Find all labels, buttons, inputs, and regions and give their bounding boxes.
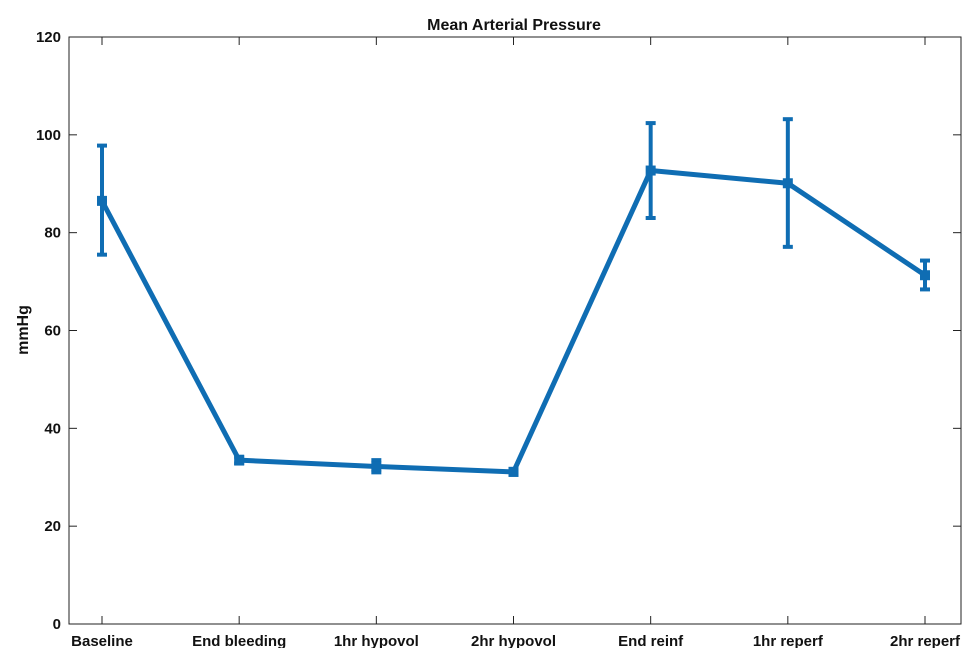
x-tick-label: End bleeding — [192, 633, 286, 648]
x-tick-label: 1hr reperf — [753, 633, 824, 648]
y-tick-label: 120 — [36, 29, 61, 46]
axis-ticks: 0 20 40 60 80 100 120 Baseline End bleeding 1hr h… — [36, 29, 961, 648]
y-tick-label: 100 — [36, 127, 61, 144]
y-tick-label: 60 — [44, 323, 61, 340]
x-tick-label: Baseline — [71, 633, 133, 648]
data-point — [920, 270, 930, 281]
series-group — [97, 117, 930, 477]
x-tick-label: 2hr hypovol — [471, 633, 556, 648]
y-tick-label: 40 — [44, 420, 61, 437]
y-tick-label: 20 — [44, 518, 61, 535]
data-point — [782, 178, 793, 189]
y-tick-label: 80 — [44, 225, 61, 242]
x-tick-label: 1hr hypovol — [334, 633, 419, 648]
data-point — [645, 165, 656, 176]
x-tick-label: 2hr reperf — [890, 633, 961, 648]
plot-frame — [68, 36, 962, 625]
data-point — [371, 461, 382, 472]
y-axis-label: mmHg — [15, 305, 32, 355]
data-point — [508, 466, 519, 477]
data-point — [97, 195, 107, 206]
series-line — [99, 168, 928, 475]
chart-title: Mean Arterial Pressure — [427, 17, 601, 34]
data-point — [234, 455, 245, 466]
y-tick-label: 0 — [53, 616, 61, 633]
x-tick-label: End reinf — [618, 633, 684, 648]
